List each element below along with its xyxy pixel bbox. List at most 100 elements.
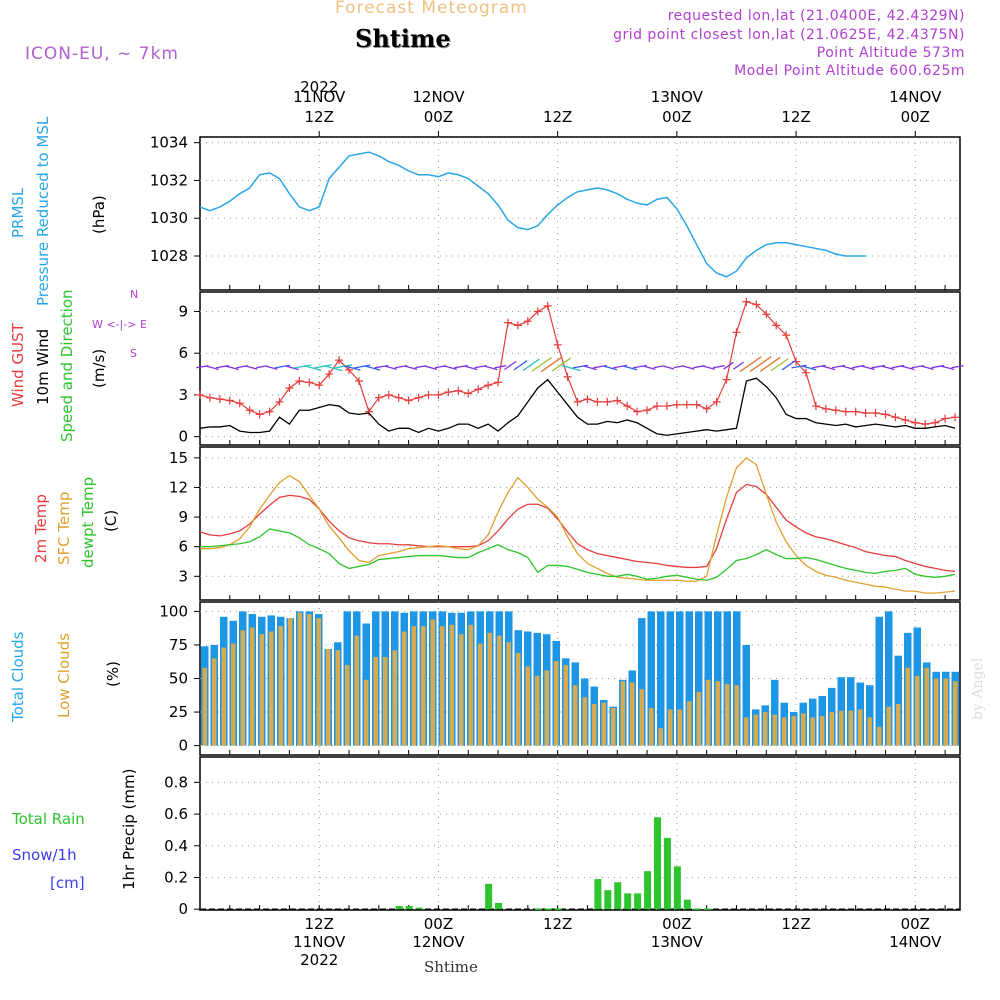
low-cloud-bar	[592, 704, 597, 746]
wind-arrow	[643, 365, 656, 370]
gust-marker	[752, 300, 761, 309]
wind-arrow	[821, 365, 836, 371]
panel-frame	[199, 136, 961, 291]
low-cloud-bar	[886, 706, 891, 746]
total-cloud-bar	[685, 611, 693, 746]
total-cloud-bar	[676, 611, 684, 746]
gust-marker	[692, 400, 701, 409]
wind-arrow	[703, 365, 715, 370]
wind-arrow	[551, 357, 572, 372]
y-tick-label: 0.2	[164, 868, 188, 886]
low-cloud-bar	[297, 612, 302, 746]
wind-arrow	[266, 365, 278, 370]
rain-bar	[554, 908, 562, 910]
gust-marker	[225, 396, 234, 405]
low-cloud-bar	[421, 626, 426, 746]
rain-bar	[673, 866, 681, 910]
wind-arrow	[444, 365, 457, 370]
low-cloud-bar	[858, 709, 863, 746]
low-cloud-bar	[715, 681, 720, 746]
gust-marker	[712, 397, 721, 406]
low-cloud-bar	[630, 682, 635, 746]
time-label-bottom: 00Z	[901, 915, 930, 933]
low-cloud-bar	[668, 709, 673, 746]
gust-marker	[901, 415, 910, 424]
wind-arrow	[540, 356, 563, 373]
gust-marker	[851, 407, 860, 416]
gust-marker	[931, 418, 940, 427]
footer-location: Shtime	[424, 958, 478, 976]
wind-arrow	[225, 365, 239, 371]
wind-arrow	[921, 365, 934, 370]
gust-marker	[881, 410, 890, 419]
gust-marker	[255, 410, 264, 419]
low-cloud-bar	[364, 679, 369, 746]
low-cloud-bar	[791, 716, 796, 746]
wind-arrow	[385, 365, 397, 370]
wind-arrow	[343, 365, 361, 371]
gust-marker	[742, 297, 751, 306]
wind-arrow	[683, 365, 695, 370]
gust-marker	[593, 397, 602, 406]
wind-arrow	[739, 356, 762, 373]
gust-marker	[315, 381, 324, 390]
gust-marker	[762, 310, 771, 319]
gust-marker	[404, 396, 413, 405]
panel-frame	[199, 446, 961, 601]
y-tick-label: 12	[169, 478, 188, 496]
gust-marker	[394, 393, 403, 402]
wind-arrow	[531, 356, 552, 372]
low-cloud-bar	[383, 657, 388, 746]
low-cloud-bar	[212, 658, 217, 746]
dewpt-line	[200, 528, 956, 581]
rain-bar	[495, 902, 503, 910]
low-cloud-bar	[725, 683, 730, 746]
gust-marker	[911, 418, 920, 427]
panel-frame	[199, 291, 961, 446]
y-tick-label: 9	[178, 508, 188, 526]
low-cloud-bar	[848, 710, 853, 746]
rain-bar	[614, 882, 622, 910]
total-cloud-bar	[647, 611, 655, 746]
low-cloud-bar	[829, 712, 834, 746]
gust-marker	[523, 317, 532, 326]
y-tick-label: 3	[178, 567, 188, 585]
rain-bar	[604, 890, 612, 910]
low-cloud-bar	[620, 681, 625, 746]
low-cloud-bar	[658, 728, 663, 746]
wind-line	[199, 377, 956, 436]
low-cloud-bar	[506, 642, 511, 746]
compass-n: N	[130, 288, 139, 301]
y-tick-label: 25	[169, 703, 188, 721]
total-cloud-bar	[723, 611, 731, 746]
low-cloud-bar	[896, 704, 901, 746]
time-label-bottom: 00Z	[662, 915, 691, 933]
low-cloud-bar	[535, 675, 540, 746]
low-cloud-bar	[402, 631, 407, 746]
wind-arrow	[504, 360, 517, 371]
total-cloud-bar	[733, 611, 741, 746]
low-cloud-bar	[354, 635, 359, 746]
low-cloud-bar	[411, 626, 416, 746]
low-cloud-bar	[582, 697, 587, 746]
low-cloud-bar	[316, 618, 321, 746]
total-cloud-bar	[657, 611, 665, 746]
wind-arrow	[733, 361, 744, 370]
low-cloud-bar	[392, 650, 397, 746]
total-cloud-bar	[638, 618, 646, 746]
low-cloud-bar	[307, 614, 312, 746]
gust-marker	[682, 400, 691, 409]
low-cloud-bar	[763, 712, 768, 746]
wind-arrow	[256, 365, 268, 369]
gust-marker	[335, 356, 344, 365]
low-cloud-bar	[554, 661, 559, 746]
low-cloud-bar	[326, 648, 331, 746]
low-cloud-bar	[782, 717, 787, 746]
wind-arrow	[881, 365, 895, 371]
wind-arrow	[464, 365, 478, 371]
low-cloud-bar	[877, 726, 882, 746]
low-cloud-bar	[696, 691, 701, 746]
gust-marker	[652, 402, 661, 411]
y-tick-label: 9	[178, 302, 188, 320]
low-cloud-bar	[487, 632, 492, 746]
